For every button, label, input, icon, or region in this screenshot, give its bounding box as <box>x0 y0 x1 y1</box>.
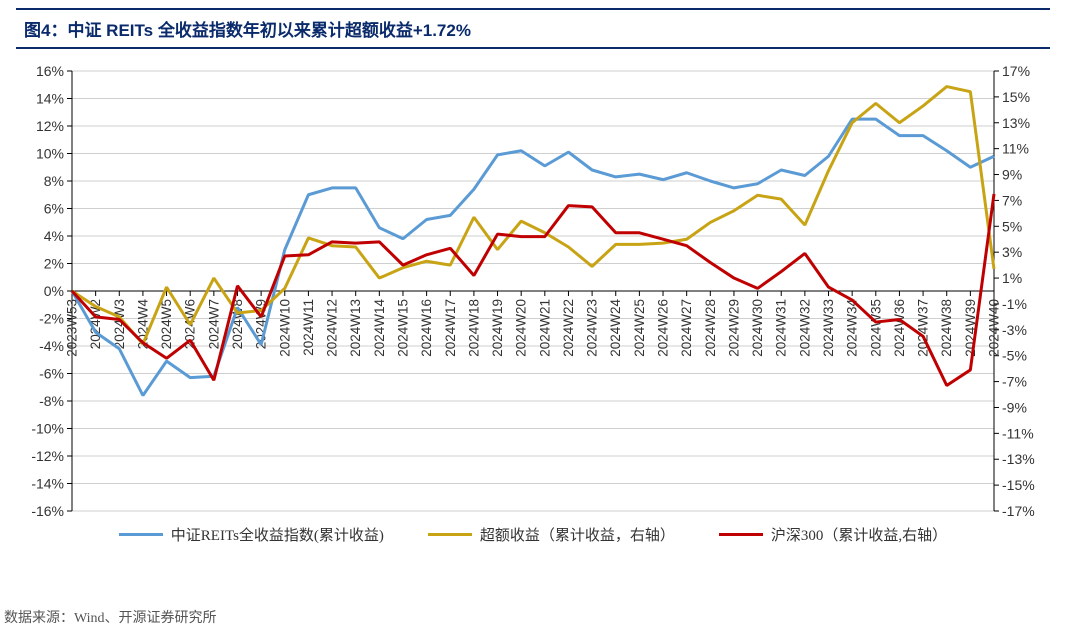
x-tick-label: 2024W14 <box>372 299 387 357</box>
y-left-tick-label: -8% <box>39 393 64 409</box>
x-tick-label: 2024W16 <box>419 299 434 357</box>
y-right-tick-label: 13% <box>1002 115 1030 131</box>
y-left-tick-label: -6% <box>39 366 64 382</box>
x-tick-label: 2024W19 <box>490 299 505 357</box>
y-left-tick-label: 14% <box>36 91 64 107</box>
y-right-tick-label: 1% <box>1002 270 1022 286</box>
x-tick-label: 2024W33 <box>821 299 836 357</box>
x-tick-label: 2024W34 <box>845 299 860 357</box>
legend-label: 超额收益（累计收益，右轴） <box>480 524 675 545</box>
y-left-tick-label: -10% <box>31 421 64 437</box>
y-right-tick-label: 15% <box>1002 89 1030 105</box>
x-tick-label: 2024W7 <box>206 299 221 349</box>
y-right-tick-label: -15% <box>1002 477 1035 493</box>
y-right-tick-label: -17% <box>1002 503 1035 519</box>
data-source-label: 数据来源：Wind、开源证券研究所 <box>4 607 217 627</box>
y-right-tick-label: 7% <box>1002 192 1022 208</box>
y-right-tick-label: -9% <box>1002 399 1027 415</box>
y-right-tick-label: 9% <box>1002 167 1022 183</box>
x-tick-label: 2024W24 <box>608 299 623 357</box>
y-left-tick-label: 8% <box>44 173 64 189</box>
x-tick-label: 2024W29 <box>726 299 741 357</box>
y-left-tick-label: -12% <box>31 448 64 464</box>
legend-swatch <box>719 533 763 536</box>
legend-item: 超额收益（累计收益，右轴） <box>428 524 675 545</box>
legend-swatch <box>428 533 472 536</box>
x-tick-label: 2024W17 <box>443 299 458 357</box>
figure-title: 图4：中证 REITs 全收益指数年初以来累计超额收益+1.72% <box>16 8 1050 49</box>
x-tick-label: 2024W36 <box>892 299 907 357</box>
y-left-tick-label: -4% <box>39 338 64 354</box>
y-left-tick-label: 6% <box>44 201 64 217</box>
line-chart: -16% -14% -12% -10% -8% -6% -4% -2% 0% 2% 4% 6% 8% 10… <box>16 55 1050 575</box>
x-tick-label: 2024W28 <box>703 299 718 357</box>
y-right-tick-label: 11% <box>1002 141 1029 157</box>
x-tick-label: 2024W13 <box>348 299 363 357</box>
legend-label: 沪深300（累计收益,右轴） <box>771 524 947 545</box>
x-tick-label: 2023W53 <box>65 299 80 357</box>
x-tick-label: 2024W5 <box>159 299 174 349</box>
legend-item: 沪深300（累计收益,右轴） <box>719 524 947 545</box>
y-left-tick-label: 12% <box>36 118 64 134</box>
y-left-tick-label: -14% <box>31 476 64 492</box>
x-tick-label: 2024W18 <box>466 299 481 357</box>
y-right-tick-label: 17% <box>1002 63 1030 79</box>
x-tick-label: 2024W15 <box>395 299 410 357</box>
legend-swatch <box>119 533 163 536</box>
x-tick-label: 2024W32 <box>797 299 812 357</box>
x-tick-label: 2024W23 <box>585 299 600 357</box>
x-tick-label: 2024W12 <box>325 299 340 357</box>
y-right-tick-label: -13% <box>1002 451 1035 467</box>
x-tick-label: 2024W30 <box>750 299 765 357</box>
y-right-tick-label: -11% <box>1002 425 1034 441</box>
y-left-tick-label: 2% <box>44 256 64 272</box>
y-right-tick-label: -1% <box>1002 296 1027 312</box>
y-right-tick-label: -7% <box>1002 374 1027 390</box>
x-tick-label: 2024W35 <box>868 299 883 357</box>
x-tick-label: 2024W31 <box>774 299 789 357</box>
y-right-tick-label: -3% <box>1002 322 1027 338</box>
x-tick-label: 2024W25 <box>632 299 647 357</box>
chart-legend: 中证REITs全收益指数(累计收益) 超额收益（累计收益，右轴） 沪深300（累计收… <box>16 524 1050 545</box>
x-tick-label: 2024W22 <box>561 299 576 357</box>
x-tick-label: 2024W38 <box>939 299 954 357</box>
legend-label: 中证REITs全收益指数(累计收益) <box>171 524 384 545</box>
x-tick-label: 2024W40 <box>987 299 1002 357</box>
y-left-tick-label: -2% <box>39 311 64 327</box>
x-tick-label: 2024W26 <box>656 299 671 357</box>
y-left-tick-label: 4% <box>44 228 64 244</box>
x-tick-label: 2024W27 <box>679 299 694 357</box>
y-right-tick-label: 3% <box>1002 244 1022 260</box>
y-right-tick-label: -5% <box>1002 348 1027 364</box>
x-tick-label: 2024W10 <box>277 299 292 357</box>
x-tick-label: 2024W21 <box>537 299 552 357</box>
x-tick-label: 2024W20 <box>514 299 529 357</box>
y-left-tick-label: -16% <box>31 503 64 519</box>
y-left-tick-label: 0% <box>44 283 64 299</box>
y-left-tick-label: 16% <box>36 63 64 79</box>
chart-area: -16% -14% -12% -10% -8% -6% -4% -2% 0% 2% 4% 6% 8% 10… <box>16 55 1050 575</box>
y-right-tick-label: 5% <box>1002 218 1022 234</box>
legend-item: 中证REITs全收益指数(累计收益) <box>119 524 384 545</box>
figure-container: 图4：中证 REITs 全收益指数年初以来累计超额收益+1.72% -16%-1… <box>0 8 1066 631</box>
x-tick-label: 2024W11 <box>301 299 316 356</box>
y-left-tick-label: 10% <box>36 146 64 162</box>
